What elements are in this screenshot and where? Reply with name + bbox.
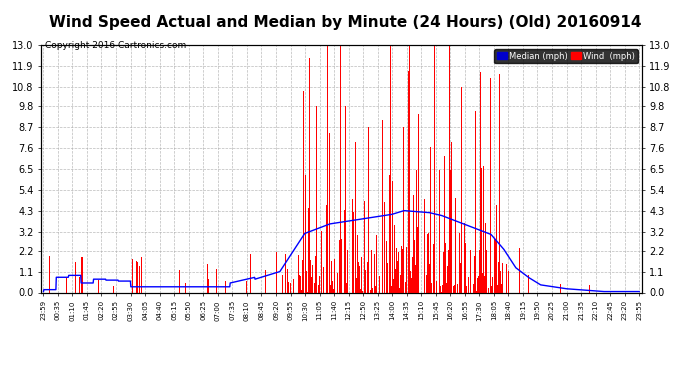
Text: Copyright 2016 Cartronics.com: Copyright 2016 Cartronics.com [45,41,186,50]
Legend: Median (mph), Wind  (mph): Median (mph), Wind (mph) [495,49,638,63]
Text: Wind Speed Actual and Median by Minute (24 Hours) (Old) 20160914: Wind Speed Actual and Median by Minute (… [49,15,641,30]
